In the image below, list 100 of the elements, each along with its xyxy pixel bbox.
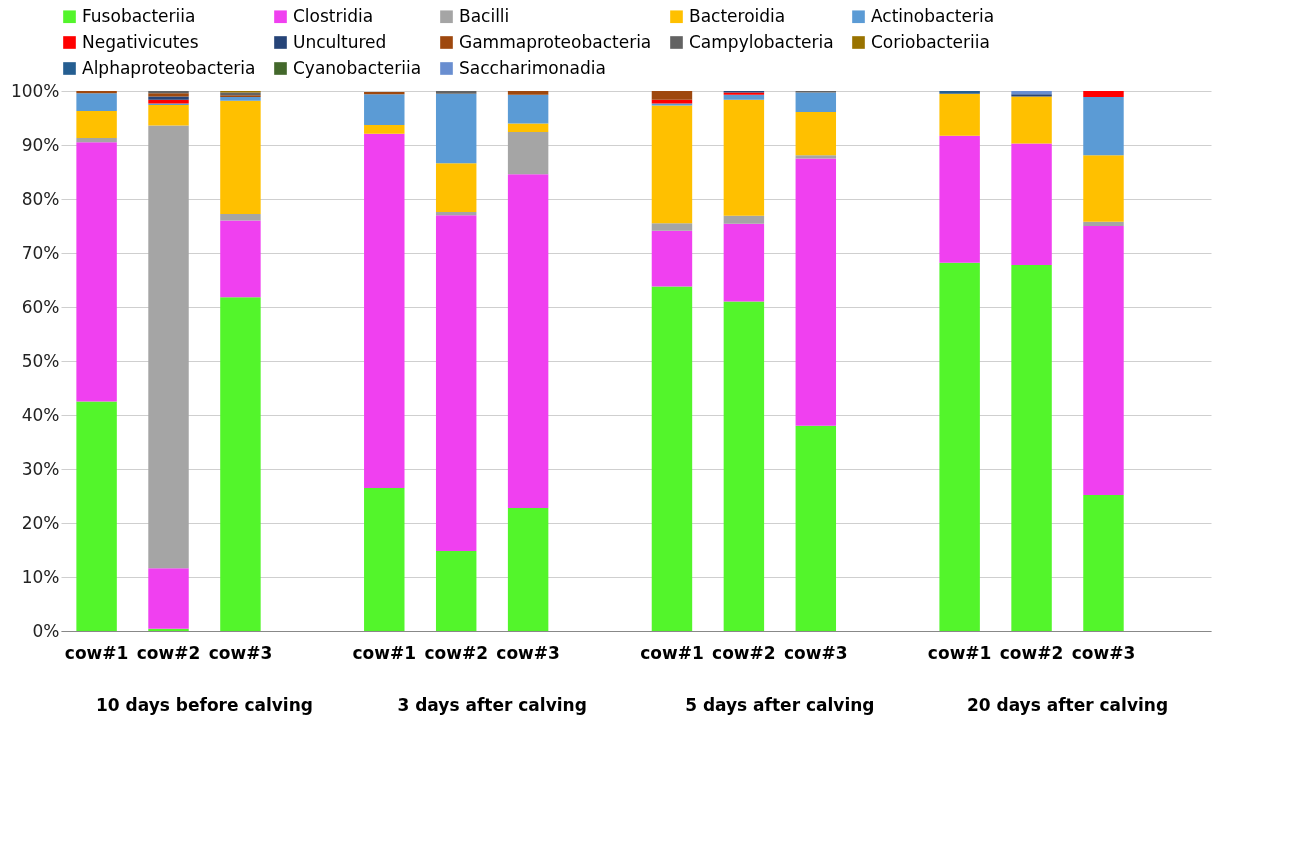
bar (220, 214, 261, 221)
bar (148, 628, 189, 631)
bar (507, 123, 549, 133)
y-tick-label: 30% (21, 458, 60, 479)
bar (435, 211, 477, 216)
bar (148, 568, 189, 629)
x-tick-label: cow#3 (1071, 642, 1136, 663)
bar (723, 94, 765, 100)
y-tick-label: 60% (21, 296, 60, 317)
x-tick-label: cow#3 (496, 642, 560, 663)
bar (435, 551, 477, 631)
bar (1011, 264, 1052, 631)
y-tick-label: 20% (21, 512, 60, 533)
bar (76, 91, 117, 94)
legend-label: Coriobacteriia (871, 31, 990, 52)
bar (435, 215, 477, 552)
bar (364, 92, 405, 95)
bar (939, 262, 980, 631)
bar (795, 158, 837, 426)
x-tick-label: cow#1 (927, 642, 992, 663)
bar (723, 99, 765, 216)
bar (939, 93, 980, 136)
legend-label: Bacilli (459, 5, 510, 26)
bar (435, 163, 477, 212)
x-tick-label: cow#2 (136, 642, 201, 663)
bar (1083, 494, 1124, 631)
x-tick-label: cow#1 (352, 642, 417, 663)
y-tick-label: 10% (21, 566, 60, 587)
legend-label: Actinobacteria (871, 5, 995, 26)
bar (1083, 221, 1124, 226)
bar (1011, 143, 1052, 265)
bar (651, 223, 693, 231)
bar (939, 135, 980, 263)
bar (1083, 155, 1124, 222)
bar (723, 223, 765, 302)
bar (220, 220, 261, 298)
bar (507, 507, 549, 631)
bar (651, 103, 693, 106)
bar (1083, 226, 1124, 495)
bar (76, 137, 117, 143)
bar (939, 91, 980, 94)
x-tick-label: cow#3 (784, 642, 848, 663)
bar (795, 112, 837, 156)
bar (723, 215, 765, 224)
bar (364, 133, 405, 488)
legend-label: Bacteroidia (689, 5, 786, 26)
bar (435, 91, 477, 94)
bar (651, 286, 693, 631)
y-tick-label: 0% (32, 620, 60, 641)
x-tick-label: cow#2 (999, 642, 1064, 663)
bar (220, 297, 261, 631)
legend-label: Campylobacteria (689, 31, 834, 52)
legend-label: Gammaproteobacteria (459, 31, 652, 52)
bar (1011, 96, 1052, 144)
y-tick-label: 70% (21, 242, 60, 263)
bar (1083, 91, 1124, 97)
bar (507, 132, 549, 175)
bar (435, 93, 477, 164)
bar (76, 401, 117, 631)
bar (148, 105, 189, 126)
y-tick-label: 90% (21, 134, 60, 155)
y-tick-label: 40% (21, 404, 60, 425)
x-tick-label: cow#2 (424, 642, 488, 663)
bar (651, 91, 693, 100)
legend-label: Fusobacteriia (82, 5, 196, 26)
bar (364, 487, 405, 631)
bar (795, 92, 837, 113)
x-tick-label: cow#3 (208, 642, 273, 663)
bar (1083, 96, 1124, 156)
legend-label: Saccharimonadia (459, 57, 606, 78)
bar (220, 100, 261, 215)
bar (723, 301, 765, 631)
legend-label: Uncultured (293, 31, 387, 52)
bar (364, 125, 405, 134)
bar (795, 425, 837, 631)
bar (364, 94, 405, 126)
text: 10 days before calving (95, 695, 313, 715)
bar (795, 155, 837, 159)
bar (148, 125, 189, 569)
bar (651, 230, 693, 287)
bar (651, 105, 693, 224)
x-tick-label: cow#1 (640, 642, 704, 663)
y-tick-label: 50% (21, 350, 60, 371)
legend-label: Clostridia (293, 5, 374, 26)
bar (220, 96, 261, 101)
bar (507, 174, 549, 508)
legend-label: Negativicutes (82, 31, 199, 52)
y-tick-label: 100% (10, 80, 60, 101)
bar (507, 94, 549, 124)
bar (507, 91, 549, 95)
text: 20 days after calving (966, 695, 1169, 715)
legend-label: Alphaproteobacteria (82, 57, 256, 78)
x-tick-label: cow#2 (712, 642, 776, 663)
bar (76, 93, 117, 111)
bar (76, 142, 117, 402)
text: 5 days after calving (685, 695, 875, 715)
x-tick-label: cow#1 (64, 642, 129, 663)
bar (76, 110, 117, 138)
y-tick-label: 80% (21, 188, 60, 209)
text: 3 days after calving (397, 695, 587, 715)
